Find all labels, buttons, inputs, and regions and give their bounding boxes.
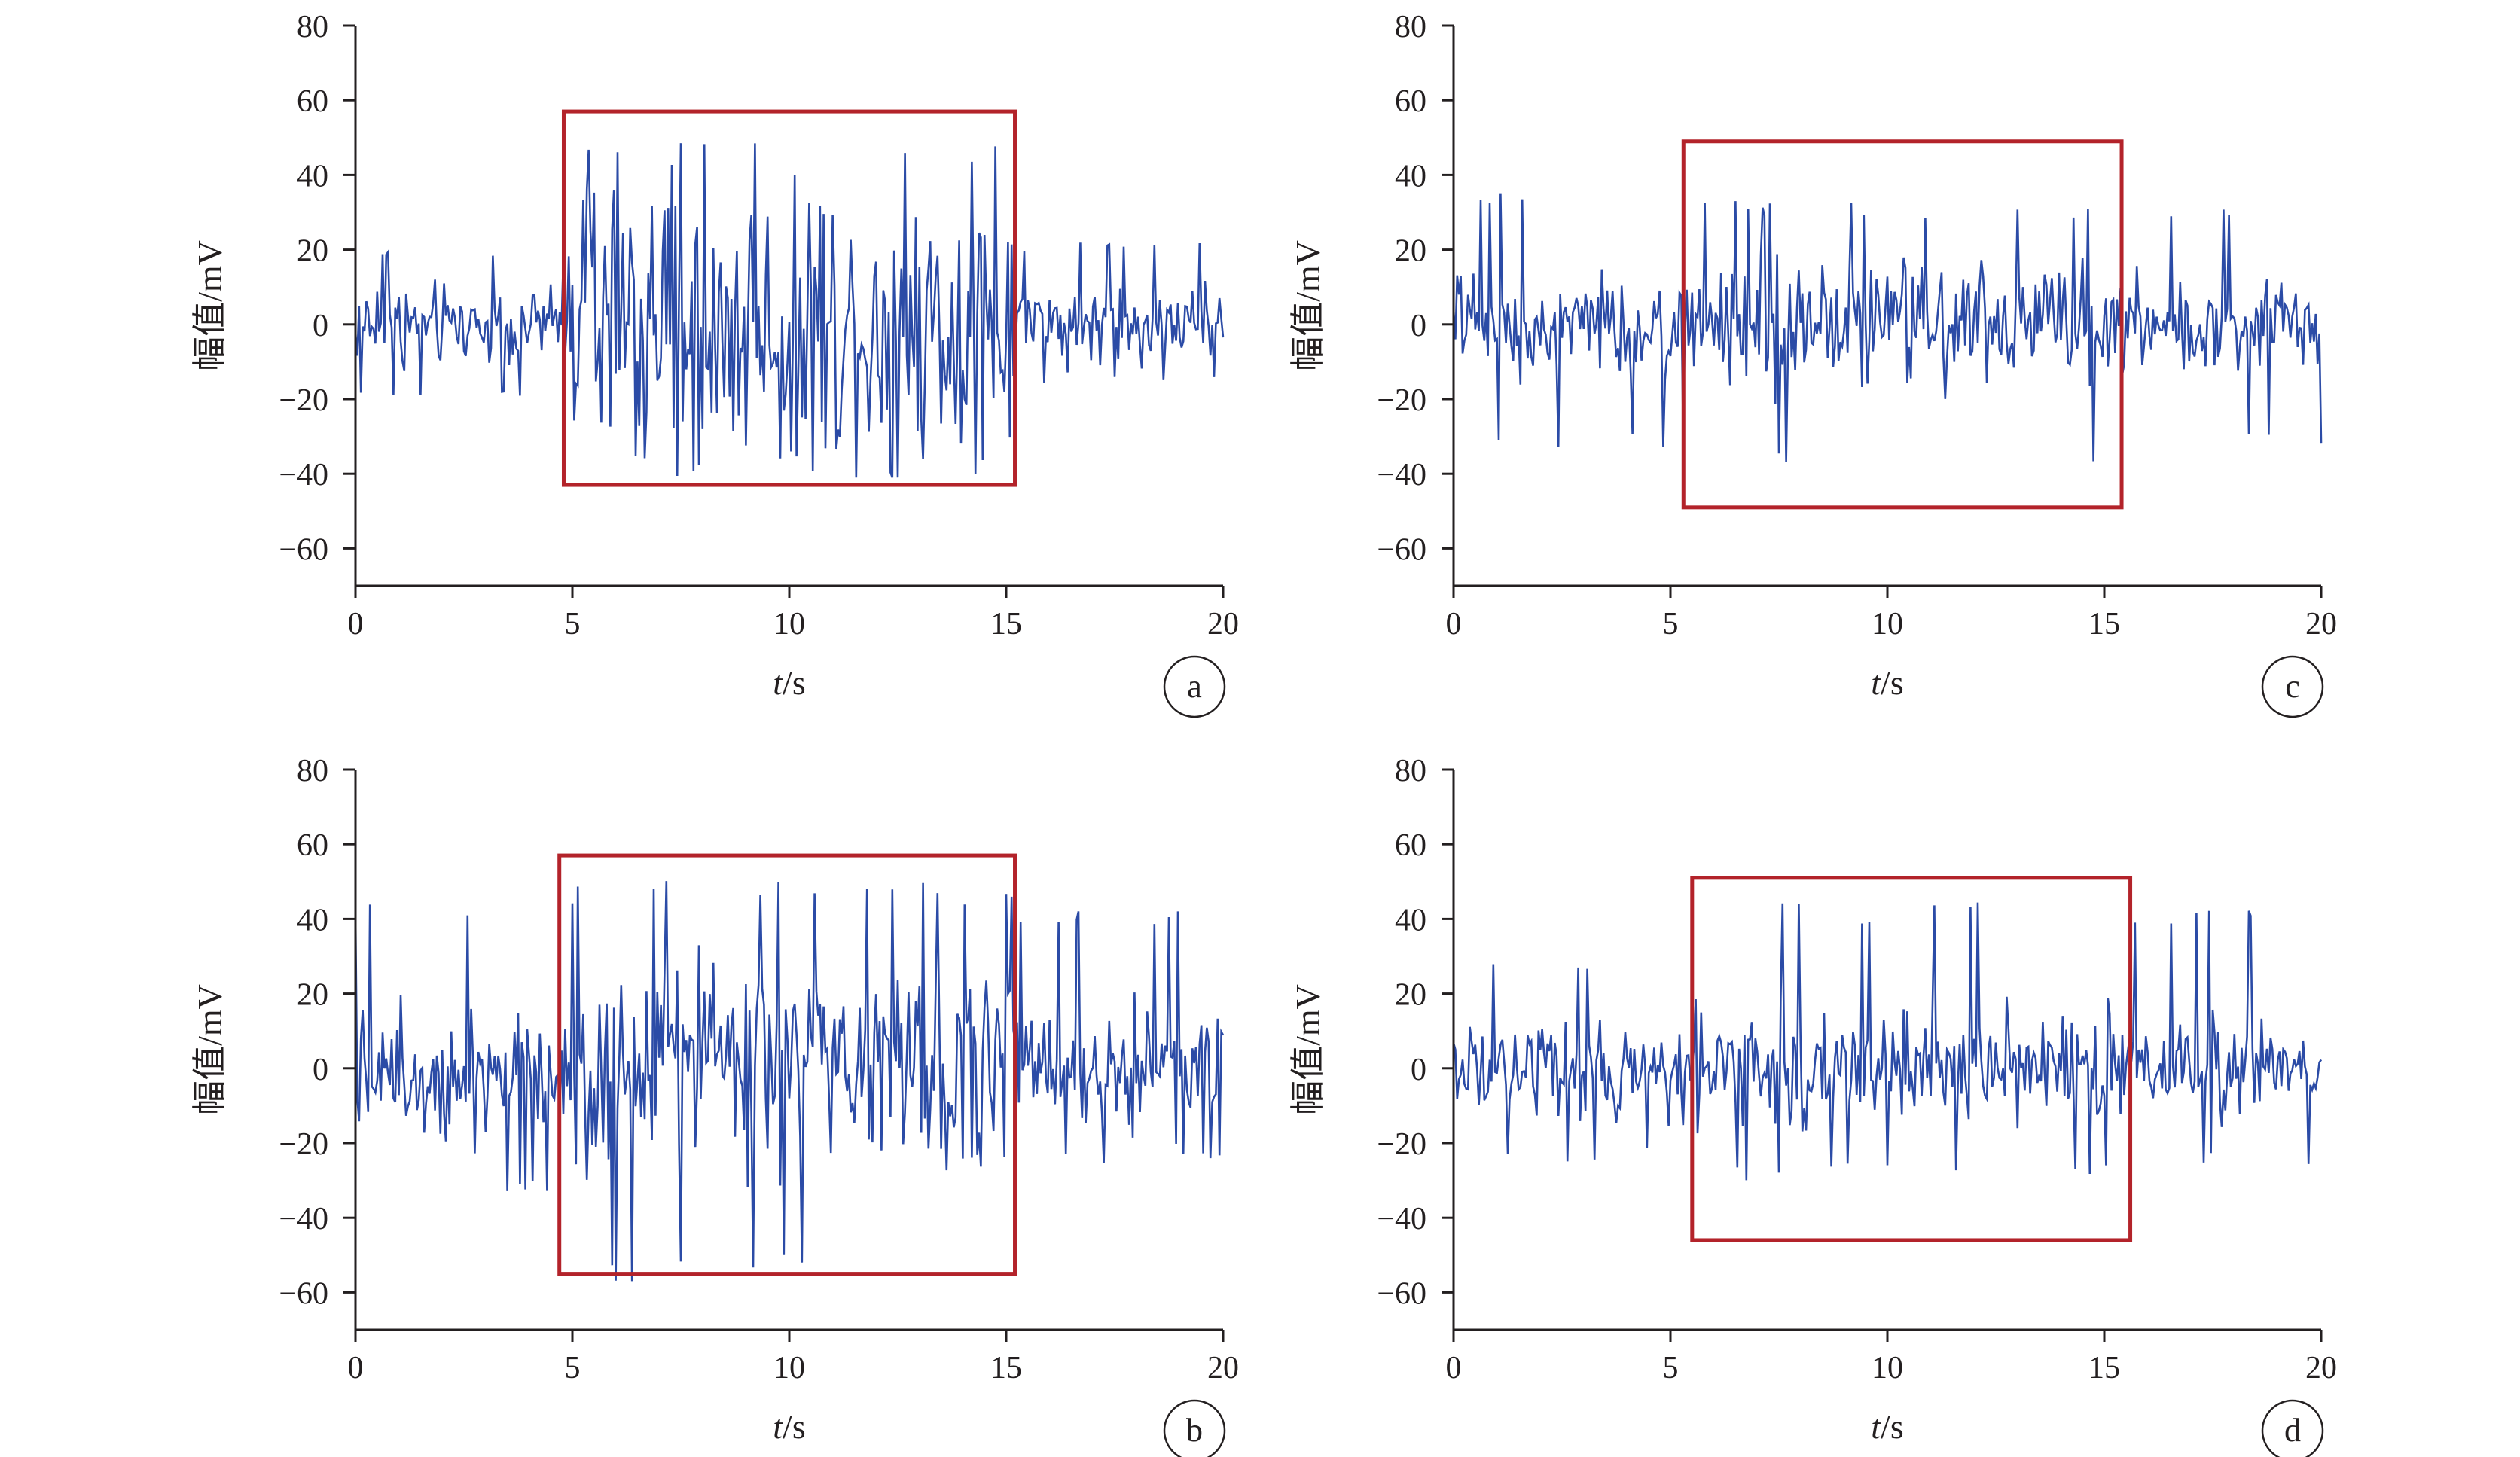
panel-b-y-tick-label: −20 (279, 1127, 328, 1162)
panel-b-signal-line (354, 881, 1225, 1282)
panel-b-label: b (1186, 1412, 1203, 1449)
panel-d-y-tick-label: 60 (1395, 828, 1426, 863)
panel-b-x-tick-label: 0 (348, 1351, 364, 1385)
panel-b: −60 −40 −20 0 20 40 60 80 0 5 10 15 20 t/s 幅值/mV b (191, 754, 1239, 1457)
panel-a-x-axis-title: t/s (773, 663, 805, 702)
panel-a-x-tick-label: 5 (565, 607, 581, 642)
panel-d-highlight-box (1690, 876, 2133, 1242)
panel-c-x-axis-title: t/s (1871, 663, 1903, 702)
panel-b-x-tick-label: 5 (565, 1351, 581, 1385)
panel-a-x-axis-title-var: t (773, 663, 783, 702)
panel-b-y-tick-label: −60 (279, 1276, 328, 1311)
panel-b-y-tick-label: 0 (313, 1053, 328, 1087)
panel-c-y-tick-label: −20 (1377, 383, 1426, 418)
panel-a-highlight-box (561, 109, 1017, 487)
panel-d-x-axis-title-var: t (1871, 1407, 1881, 1446)
panel-d-x-tick-label: 20 (2305, 1351, 2337, 1385)
panel-a-x-tick-label: 0 (348, 607, 364, 642)
panel-a: −60 −40 −20 0 20 40 60 80 0 5 10 15 20 t/s 幅值/mV a (191, 10, 1239, 718)
panel-d-x-axis-title-unit: /s (1881, 1407, 1904, 1446)
panel-d-y-tick-label: 0 (1411, 1053, 1426, 1087)
panel-b-x-axis-title-var: t (773, 1407, 783, 1446)
panel-a-y-tick-label: 40 (297, 159, 328, 194)
panel-b-x-axis-title: t/s (773, 1407, 805, 1446)
panel-b-highlight-box (557, 853, 1017, 1276)
panel-b-x-tick-label: 20 (1207, 1351, 1239, 1385)
panel-d-signal-line (1452, 902, 2323, 1181)
panel-c-highlight-box (1681, 139, 2124, 510)
panel-a-x-axis-title-unit: /s (783, 663, 806, 702)
panel-d-y-axis-title: 幅值/mV (1289, 984, 1327, 1115)
panel-d-x-tick-label: 10 (1872, 1351, 1903, 1385)
panel-d-y-tick-label: −40 (1377, 1202, 1426, 1236)
panel-b-x-axis-title-unit: /s (783, 1407, 806, 1446)
panel-c-y-tick-label: 0 (1411, 309, 1426, 343)
panel-d-y-tick-label: 20 (1395, 978, 1426, 1013)
panel-d-x-tick-label: 5 (1663, 1351, 1679, 1385)
panel-b-y-axis-title: 幅值/mV (191, 984, 229, 1115)
panel-c-x-tick-label: 0 (1446, 607, 1462, 642)
panel-a-label-circle (1163, 655, 1226, 718)
panel-c-y-tick-label: 60 (1395, 84, 1426, 119)
panel-a-y-tick-label: −60 (279, 532, 328, 567)
panel-a-x-tick-label: 10 (773, 607, 805, 642)
panel-d: −60 −40 −20 0 20 40 60 80 0 5 10 15 20 t/s 幅值/mV d (1289, 754, 2337, 1457)
panel-c-y-tick-label: −40 (1377, 458, 1426, 492)
panel-c-y-tick-label: 40 (1395, 159, 1426, 194)
panel-d-y-tick-label: −20 (1377, 1127, 1426, 1162)
panel-a-y-tick-label: 0 (313, 309, 328, 343)
panel-c-y-tick-label: 20 (1395, 234, 1426, 269)
panel-c-signal-line (1452, 193, 2323, 462)
panel-a-signal-line (354, 143, 1225, 478)
panel-a-x-tick-label: 20 (1207, 607, 1239, 642)
panel-a-y-tick-label: −20 (279, 383, 328, 418)
panel-d-label: d (2284, 1412, 2301, 1449)
panel-a-y-tick-label: 80 (297, 10, 328, 44)
panel-c-label: c (2285, 668, 2300, 705)
panel-c-x-axis-title-unit: /s (1881, 663, 1904, 702)
panel-a-y-tick-label: 60 (297, 84, 328, 119)
panel-a-y-tick-label: 20 (297, 234, 328, 269)
panel-d-y-tick-label: 40 (1395, 903, 1426, 937)
panel-c-x-axis-title-var: t (1871, 663, 1881, 702)
panel-c-y-axis-title: 幅值/mV (1289, 240, 1327, 371)
panel-b-y-tick-label: 20 (297, 978, 328, 1013)
panel-c-x-tick-label: 10 (1872, 607, 1903, 642)
panel-d-label-circle (2261, 1399, 2324, 1457)
panel-c: −60 −40 −20 0 20 40 60 80 0 5 10 15 20 t/s 幅值/mV c (1289, 10, 2337, 718)
panel-b-y-tick-label: 40 (297, 903, 328, 937)
panel-b-label-circle (1163, 1399, 1226, 1457)
panel-c-label-circle (2261, 655, 2324, 718)
panel-a-y-axis-title: 幅值/mV (191, 240, 229, 371)
panel-c-x-tick-label: 15 (2088, 607, 2120, 642)
panel-c-x-tick-label: 20 (2305, 607, 2337, 642)
panel-c-x-tick-label: 5 (1663, 607, 1679, 642)
panel-d-x-tick-label: 15 (2088, 1351, 2120, 1385)
panel-d-x-tick-label: 0 (1446, 1351, 1462, 1385)
panel-b-x-tick-label: 15 (990, 1351, 1022, 1385)
panel-d-y-tick-label: 80 (1395, 754, 1426, 788)
panel-b-x-tick-label: 10 (773, 1351, 805, 1385)
panel-a-label: a (1187, 668, 1202, 705)
panel-c-y-tick-label: −60 (1377, 532, 1426, 567)
panel-d-x-axis-title: t/s (1871, 1407, 1903, 1446)
panel-b-y-tick-label: 60 (297, 828, 328, 863)
panel-a-x-tick-label: 15 (990, 607, 1022, 642)
panel-c-y-tick-label: 80 (1395, 10, 1426, 44)
panel-d-y-tick-label: −60 (1377, 1276, 1426, 1311)
panel-b-y-tick-label: −40 (279, 1202, 328, 1236)
panel-b-y-tick-label: 80 (297, 754, 328, 788)
panel-a-y-tick-label: −40 (279, 458, 328, 492)
